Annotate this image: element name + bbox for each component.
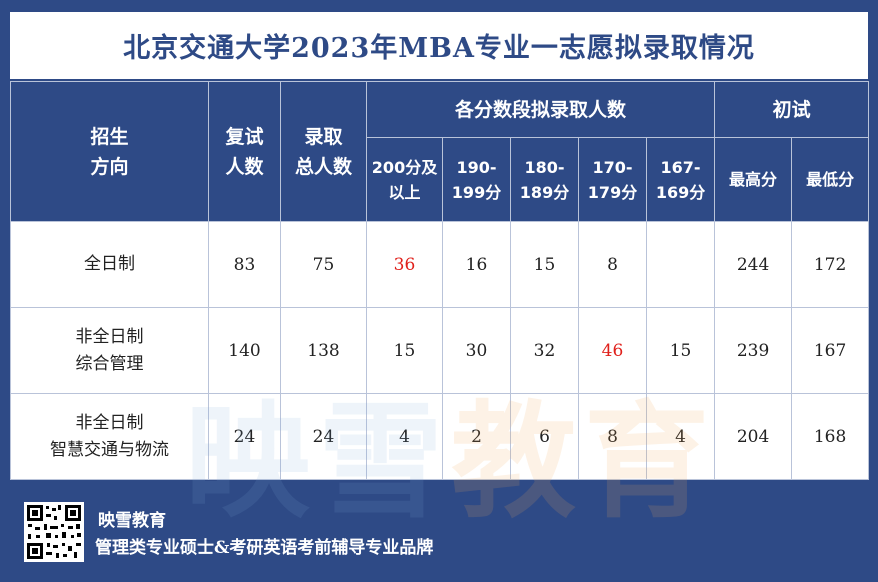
row-max-score: 239 (714, 307, 793, 394)
row-max-score: 204 (714, 393, 793, 480)
table-row: 非全日制 综合管理 140 138 15 30 32 46 15 239 167 (10, 307, 870, 394)
row-band (645, 221, 716, 308)
brand-name: 映雪教育 (98, 511, 166, 531)
row-band: 4 (366, 393, 443, 480)
row-direction: 全日制 (10, 221, 209, 308)
title-bar: 北京交通大学2023年MBA专业一志愿拟录取情况 (10, 12, 868, 79)
row-min-score: 167 (791, 307, 870, 394)
row-admitted: 75 (280, 221, 367, 308)
row-band: 15 (366, 307, 443, 394)
row-retest: 24 (208, 393, 281, 480)
row-admitted: 24 (280, 393, 367, 480)
row-band: 15 (510, 221, 579, 308)
header-band-167-169: 167- 169分 (645, 137, 716, 222)
header-band-190-199: 190- 199分 (442, 137, 511, 222)
admission-table-wrap: 招生 方向 复试 人数 录取 总人数 各分数段拟录取人数 初试 200分及 以上 190… (10, 81, 870, 480)
row-max-score: 244 (714, 221, 793, 308)
row-direction: 非全日制 综合管理 (10, 307, 209, 394)
row-min-score: 172 (791, 221, 870, 308)
table-row: 非全日制 智慧交通与物流 24 24 4 2 6 8 4 204 168 (10, 393, 870, 480)
row-band: 46 (578, 307, 647, 394)
admission-table: 招生 方向 复试 人数 录取 总人数 各分数段拟录取人数 初试 200分及 以上 190… (10, 81, 870, 480)
row-band: 36 (366, 221, 443, 308)
row-band: 32 (510, 307, 579, 394)
row-band: 6 (510, 393, 579, 480)
row-band: 16 (442, 221, 511, 308)
footer: 映雪教育 管理类专业硕士&考研英语考前辅导专业品牌 (0, 480, 878, 582)
row-band: 15 (645, 307, 716, 394)
header-band-200-plus: 200分及 以上 (366, 137, 443, 222)
row-admitted: 138 (280, 307, 367, 394)
header-max-score: 最高分 (714, 137, 793, 222)
row-band: 4 (645, 393, 716, 480)
header-band-180-189: 180- 189分 (510, 137, 579, 222)
header-direction: 招生 方向 (10, 81, 209, 222)
row-band: 8 (578, 221, 647, 308)
row-retest: 83 (208, 221, 281, 308)
header-min-score: 最低分 (791, 137, 870, 222)
row-min-score: 168 (791, 393, 870, 480)
header-initial-exam-group: 初试 (714, 81, 870, 138)
row-direction: 非全日制 智慧交通与物流 (10, 393, 209, 480)
header-retest-count: 复试 人数 (208, 81, 281, 222)
qr-code-icon (24, 502, 84, 562)
header-band-170-179: 170- 179分 (578, 137, 647, 222)
row-band: 2 (442, 393, 511, 480)
header-admitted-total: 录取 总人数 (280, 81, 367, 222)
page-title: 北京交通大学2023年MBA专业一志愿拟录取情况 (123, 33, 755, 64)
brand-slogan: 管理类专业硕士&考研英语考前辅导专业品牌 (95, 538, 434, 558)
header-score-bands-group: 各分数段拟录取人数 (365, 81, 716, 138)
table-row: 全日制 83 75 36 16 15 8 244 172 (10, 221, 870, 308)
row-retest: 140 (208, 307, 281, 394)
row-band: 8 (578, 393, 647, 480)
row-band: 30 (442, 307, 511, 394)
